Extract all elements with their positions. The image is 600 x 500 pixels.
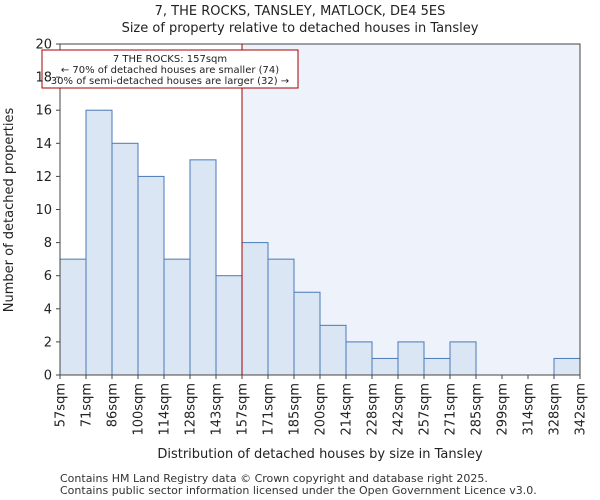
y-tick-label: 20 (35, 38, 52, 53)
x-tick-label: 242sqm (392, 383, 407, 436)
chart-title: 7, THE ROCKS, TANSLEY, MATLOCK, DE4 5ES (155, 4, 446, 19)
bar-242sqm (397, 341, 425, 376)
y-axis: 0 2 4 6 8 10 12 14 16 18 20 (35, 38, 60, 384)
x-tick-label: 128sqm (184, 383, 199, 436)
annotation-box (41, 49, 299, 89)
y-tick-label: 16 (35, 104, 52, 119)
bar-86sqm (111, 142, 139, 376)
bar-328sqm (553, 357, 581, 376)
bar-100sqm (137, 175, 165, 376)
x-tick-label: 114sqm (158, 383, 173, 436)
bar-128sqm (189, 159, 217, 376)
x-tick-label: 285sqm (470, 383, 485, 436)
bar-114sqm (163, 258, 191, 376)
annotation-line: ← 70% of detached houses are smaller (74… (61, 65, 279, 76)
x-tick-label: 314sqm (522, 383, 537, 436)
bar-171sqm (267, 258, 295, 376)
bar-185sqm (293, 291, 321, 376)
x-tick-label: 228sqm (366, 383, 381, 436)
bars (59, 109, 581, 376)
x-axis: 57sqm 71sqm 86sqm 100sqm 114sqm 128sqm 143sqm 1… (54, 375, 589, 436)
footer-attribution: Contains HM Land Registry data © Crown c… (60, 472, 488, 485)
y-axis-label: Number of detached properties (2, 108, 17, 313)
x-tick-label: 86sqm (106, 383, 121, 427)
x-tick-label: 185sqm (288, 383, 303, 436)
y-tick-label: 8 (44, 236, 52, 251)
bar-57sqm (59, 258, 87, 376)
x-tick-label: 257sqm (418, 383, 433, 436)
y-tick-label: 12 (35, 170, 52, 185)
bar-157sqm (241, 242, 269, 376)
bar-271sqm (449, 341, 477, 376)
y-tick-label: 0 (44, 369, 52, 384)
x-tick-label: 143sqm (210, 383, 225, 436)
y-tick-label: 4 (44, 302, 52, 317)
bar-143sqm (215, 275, 243, 376)
x-axis-label: Distribution of detached houses by size … (157, 447, 483, 462)
y-tick-label: 10 (35, 203, 52, 218)
y-tick-label: 6 (44, 269, 52, 284)
bar-257sqm (423, 357, 451, 376)
x-tick-label: 57sqm (54, 383, 69, 427)
bar-228sqm (371, 357, 399, 376)
footer-licence: Contains public sector information licen… (60, 484, 537, 497)
x-tick-label: 71sqm (80, 383, 95, 427)
x-tick-label: 200sqm (314, 383, 329, 436)
x-tick-label: 342sqm (574, 383, 589, 436)
bar-71sqm (85, 109, 113, 376)
x-tick-label: 328sqm (548, 383, 563, 436)
annotation-line: 7 THE ROCKS: 157sqm (113, 54, 227, 65)
annotation-line: 30% of semi-detached houses are larger (… (51, 76, 289, 87)
y-tick-label: 18 (35, 71, 52, 86)
bar-200sqm (319, 324, 347, 376)
x-tick-label: 100sqm (132, 383, 147, 436)
y-tick-label: 2 (44, 335, 52, 350)
x-tick-label: 157sqm (236, 383, 251, 436)
x-tick-label: 214sqm (340, 383, 355, 436)
x-tick-label: 299sqm (496, 383, 511, 436)
chart-subtitle: Size of property relative to detached ho… (122, 21, 479, 36)
x-tick-label: 271sqm (444, 383, 459, 436)
x-tick-label: 171sqm (262, 383, 277, 436)
bar-214sqm (345, 341, 373, 376)
y-tick-label: 14 (35, 137, 52, 152)
